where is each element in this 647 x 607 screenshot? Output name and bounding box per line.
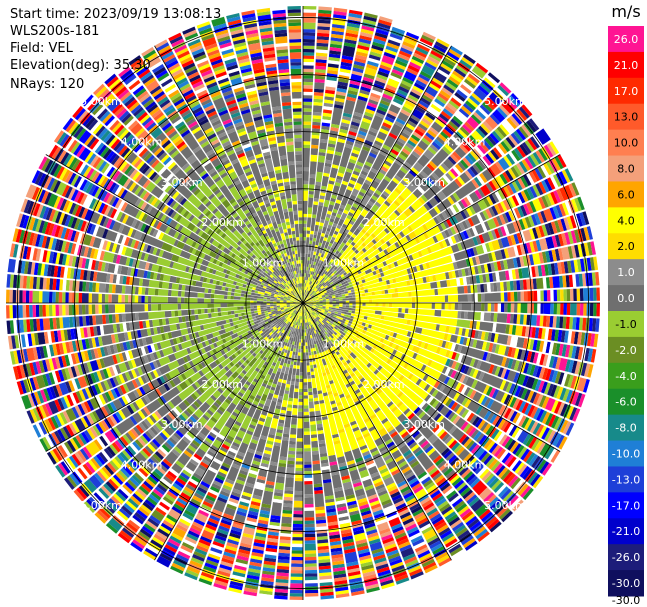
colorbar-swatch (608, 285, 644, 312)
range-ring-label: 2.00km (363, 216, 405, 229)
velocity-colorbar: m/s 26.0 21.0 17.0 13.0 10.0 8.0 6.0 4.0 2.0 1.0 0… (608, 2, 644, 607)
field-label: Field: VEL (10, 41, 73, 56)
colorbar-tick-label: -10.0 (612, 448, 640, 461)
range-ring-label: 4.00km (121, 136, 163, 149)
range-ring-label: 4.00km (444, 136, 486, 149)
colorbar-tick-label: 1.0 (617, 266, 635, 279)
range-ring-label: 1.00km (242, 337, 284, 350)
range-ring-labels: 1.00km 1.00km 1.00km 1.00km 2.00km 2.00km 2.00… (80, 95, 525, 512)
range-ring-label: 1.00km (242, 257, 284, 270)
range-ring-label: 3.00km (161, 418, 203, 431)
range-ring-label: 3.00km (403, 176, 445, 189)
colorbar-tick-label: 26.0 (614, 33, 639, 46)
colorbar-tick-label: -6.0 (615, 396, 636, 409)
elevation-label: Elevation(deg): 35.30 (10, 58, 151, 73)
colorbar-tick-label: 0.0 (617, 292, 635, 305)
colorbar-swatch (608, 492, 644, 519)
range-ring-label: 3.00km (403, 418, 445, 431)
nrays-label: NRays: 120 (10, 77, 85, 92)
colorbar-swatch (608, 336, 644, 364)
colorbar-swatch (608, 388, 644, 416)
velocity-gate-group (23, 12, 595, 590)
azimuth-line (154, 302, 304, 561)
colorbar-swatch (608, 466, 644, 493)
azimuth-line (302, 302, 561, 452)
colorbar-swatch (608, 155, 644, 182)
range-ring-label: 4.00km (444, 459, 486, 472)
colorbar-swatch (608, 77, 644, 105)
range-ring-label: 5.00km (484, 499, 526, 512)
colorbar-swatch (608, 570, 644, 597)
colorbar-tick-label: -30.0 (612, 594, 640, 607)
colorbar-tick-label: -2.0 (615, 344, 636, 357)
range-ring-label: 5.00km (484, 95, 526, 108)
velocity-gate-group (7, 6, 591, 590)
colorbar-swatch (608, 207, 644, 234)
colorbar-tick-label: 17.0 (614, 85, 639, 98)
range-ring-label: 2.00km (363, 378, 405, 391)
colorbar-tick-label: 6.0 (617, 188, 635, 201)
azimuth-line (45, 154, 304, 304)
range-ring-label: 5.00km (80, 95, 122, 108)
colorbar-tick-label: -17.0 (612, 499, 640, 512)
colorbar-tick-label: -21.0 (612, 525, 640, 538)
colorbar-swatch (608, 129, 644, 157)
colorbar-tick-label: -30.0 (612, 577, 640, 590)
colorbar-tick-label: 13.0 (614, 111, 639, 124)
velocity-gate-group (11, 16, 597, 590)
colorbar-tick-label: -1.0 (615, 318, 636, 331)
colorbar-swatch (608, 26, 644, 53)
colorbar-tick-label: -8.0 (615, 422, 636, 435)
azimuth-line (302, 302, 452, 561)
colorbar-swatch (608, 414, 644, 442)
instrument-label: WLS200s-181 (10, 24, 100, 39)
colorbar-swatch (608, 181, 644, 208)
colorbar-swatch (608, 440, 644, 467)
azimuth-line (302, 154, 561, 304)
colorbar-tick-label: -4.0 (615, 370, 636, 383)
colorbar-swatch (608, 362, 644, 390)
range-ring-label: 1.00km (323, 257, 365, 270)
colorbar-swatch (608, 233, 644, 260)
velocity-gate-group (75, 76, 526, 528)
plot-header: Start time: 2023/09/19 13:08:13 WLS200s-… (10, 6, 221, 93)
range-ring-label: 1.00km (323, 337, 365, 350)
colorbar-swatch (608, 518, 644, 545)
colorbar-swatch (608, 311, 644, 338)
radar-ppi-plot: 1.00km 1.00km 1.00km 1.00km 2.00km 2.00km 2.00… (6, 6, 600, 601)
colorbar-unit: m/s (611, 2, 640, 21)
colorbar-swatch (608, 51, 644, 79)
start-time-label: Start time: 2023/09/19 13:08:13 (10, 7, 222, 22)
colorbar-tick-label: 10.0 (614, 137, 639, 150)
range-ring-label: 5.00km (80, 499, 122, 512)
colorbar-swatch (608, 544, 644, 571)
colorbar-tick-label: 4.0 (617, 214, 635, 227)
colorbar-swatch (608, 259, 644, 286)
range-ring-label: 2.00km (201, 378, 243, 391)
azimuth-line (302, 45, 452, 304)
range-ring-label: 3.00km (161, 176, 203, 189)
colorbar-swatch (608, 103, 644, 131)
colorbar-tick-label: 21.0 (614, 59, 639, 72)
velocity-gate-group (6, 9, 594, 597)
colorbar-tick-label: -13.0 (612, 473, 640, 486)
range-ring-label: 2.00km (201, 216, 243, 229)
colorbar-tick-label: 8.0 (617, 163, 635, 176)
colorbar-tick-label: 2.0 (617, 240, 635, 253)
range-ring-label: 4.00km (121, 459, 163, 472)
azimuth-line (45, 302, 304, 452)
azimuth-lines (6, 6, 600, 600)
colorbar-tick-label: -26.0 (612, 551, 640, 564)
velocity-gate-group (9, 6, 597, 596)
azimuth-line (154, 45, 304, 304)
